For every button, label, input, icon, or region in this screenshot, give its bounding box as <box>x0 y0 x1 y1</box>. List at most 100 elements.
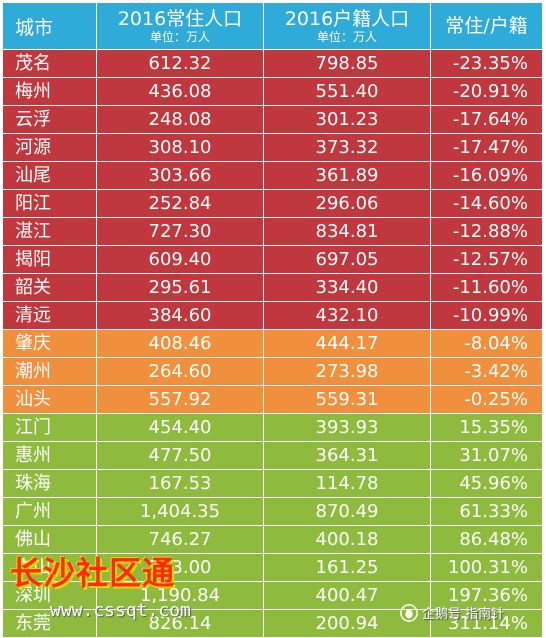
cell-registered: 834.81 <box>263 217 431 246</box>
header-resident-title: 2016常住人口 <box>117 8 243 30</box>
header-registered-unit: 单位：万人 <box>316 30 377 44</box>
cell-ratio: 31.07% <box>430 441 543 470</box>
cell-resident: 746.27 <box>96 525 264 554</box>
watermark-source: 企鹅号 指南针 <box>400 603 504 622</box>
table-header-row: 城市 2016常住人口 单位：万人 2016户籍人口 单位：万人 常住/户籍 <box>2 2 543 50</box>
cell-city: 肇庆 <box>2 329 97 358</box>
header-ratio-title: 常住/户籍 <box>445 15 528 37</box>
header-city: 城市 <box>2 2 97 50</box>
cell-registered: 161.25 <box>263 553 431 582</box>
cell-ratio: 61.33% <box>430 497 543 526</box>
table-row: 潮州 264.60 273.98 -3.42% <box>2 357 543 386</box>
cell-city: 汕头 <box>2 385 97 414</box>
table-row: 河源 308.10 373.32 -17.47% <box>2 133 543 162</box>
table-row: 珠海 167.53 114.78 45.96% <box>2 469 543 498</box>
cell-ratio: 86.48% <box>430 525 543 554</box>
table-row: 湛江 727.30 834.81 -12.88% <box>2 217 543 246</box>
cell-ratio: -10.99% <box>430 301 543 330</box>
cell-city: 汕尾 <box>2 161 97 190</box>
cell-ratio: -23.35% <box>430 49 543 78</box>
header-ratio: 常住/户籍 <box>430 2 543 50</box>
cell-city: 梅州 <box>2 77 97 106</box>
cell-city: 河源 <box>2 133 97 162</box>
cell-registered: 361.89 <box>263 161 431 190</box>
table-row: 汕尾 303.66 361.89 -16.09% <box>2 161 543 190</box>
table-row: 清远 384.60 432.10 -10.99% <box>2 301 543 330</box>
cell-city: 揭阳 <box>2 245 97 274</box>
cell-resident: 727.30 <box>96 217 264 246</box>
cell-registered: 296.06 <box>263 189 431 218</box>
cell-ratio: -3.42% <box>430 357 543 386</box>
table-row: 惠州 477.50 364.31 31.07% <box>2 441 543 470</box>
cell-resident: 384.60 <box>96 301 264 330</box>
cell-registered: 559.31 <box>263 385 431 414</box>
cell-registered: 697.05 <box>263 245 431 274</box>
table-row: 韶关 295.61 334.40 -11.60% <box>2 273 543 302</box>
header-resident: 2016常住人口 单位：万人 <box>96 2 264 50</box>
penguin-logo-icon <box>400 603 418 622</box>
table-row: 阳江 252.84 296.06 -14.60% <box>2 189 543 218</box>
cell-city: 韶关 <box>2 273 97 302</box>
cell-registered: 334.40 <box>263 273 431 302</box>
cell-resident: 308.10 <box>96 133 264 162</box>
cell-ratio: -12.57% <box>430 245 543 274</box>
cell-ratio: -11.60% <box>430 273 543 302</box>
cell-ratio: -0.25% <box>430 385 543 414</box>
cell-ratio: 15.35% <box>430 413 543 442</box>
header-registered-title: 2016户籍人口 <box>284 8 410 30</box>
cell-registered: 273.98 <box>263 357 431 386</box>
table-body: 茂名 612.32 798.85 -23.35% 梅州 436.08 551.40 -20.9… <box>2 49 543 638</box>
cell-city: 湛江 <box>2 217 97 246</box>
cell-resident: 612.32 <box>96 49 264 78</box>
cell-registered: 393.93 <box>263 413 431 442</box>
cell-resident: 609.40 <box>96 245 264 274</box>
cell-resident: 454.40 <box>96 413 264 442</box>
cell-resident: 408.46 <box>96 329 264 358</box>
cell-city: 茂名 <box>2 49 97 78</box>
table-row: 揭阳 609.40 697.05 -12.57% <box>2 245 543 274</box>
table-row: 中山 323.00 161.25 100.31% <box>2 553 543 582</box>
cell-resident: 167.53 <box>96 469 264 498</box>
cell-ratio: -17.47% <box>430 133 543 162</box>
table-row: 汕头 557.92 559.31 -0.25% <box>2 385 543 414</box>
table-row: 东莞 826.14 200.94 311.14% <box>2 609 543 638</box>
cell-registered: 870.49 <box>263 497 431 526</box>
cell-registered: 200.94 <box>263 609 431 638</box>
cell-registered: 400.18 <box>263 525 431 554</box>
cell-ratio: -14.60% <box>430 189 543 218</box>
cell-city: 云浮 <box>2 105 97 134</box>
cell-resident: 557.92 <box>96 385 264 414</box>
cell-resident: 826.14 <box>96 609 264 638</box>
cell-registered: 432.10 <box>263 301 431 330</box>
cell-resident: 248.08 <box>96 105 264 134</box>
watermark-source-text: 企鹅号 指南针 <box>422 607 505 622</box>
table-row: 江门 454.40 393.93 15.35% <box>2 413 543 442</box>
cell-city: 珠海 <box>2 469 97 498</box>
cell-registered: 364.31 <box>263 441 431 470</box>
cell-resident: 323.00 <box>96 553 264 582</box>
cell-city: 江门 <box>2 413 97 442</box>
cell-resident: 264.60 <box>96 357 264 386</box>
table-row: 佛山 746.27 400.18 86.48% <box>2 525 543 554</box>
cell-city: 潮州 <box>2 357 97 386</box>
table-row: 梅州 436.08 551.40 -20.91% <box>2 77 543 106</box>
header-resident-unit: 单位：万人 <box>149 30 210 44</box>
cell-ratio: 197.36% <box>430 581 543 610</box>
table-row: 茂名 612.32 798.85 -23.35% <box>2 49 543 78</box>
cell-resident: 252.84 <box>96 189 264 218</box>
cell-ratio: 311.14% <box>430 609 543 638</box>
cell-registered: 114.78 <box>263 469 431 498</box>
cell-resident: 1,404.35 <box>96 497 264 526</box>
cell-resident: 303.66 <box>96 161 264 190</box>
cell-city: 阳江 <box>2 189 97 218</box>
cell-resident: 477.50 <box>96 441 264 470</box>
cell-ratio: 45.96% <box>430 469 543 498</box>
cell-registered: 301.23 <box>263 105 431 134</box>
cell-city: 深圳 <box>2 581 97 610</box>
cell-city: 佛山 <box>2 525 97 554</box>
cell-resident: 436.08 <box>96 77 264 106</box>
cell-registered: 798.85 <box>263 49 431 78</box>
cell-registered: 444.17 <box>263 329 431 358</box>
